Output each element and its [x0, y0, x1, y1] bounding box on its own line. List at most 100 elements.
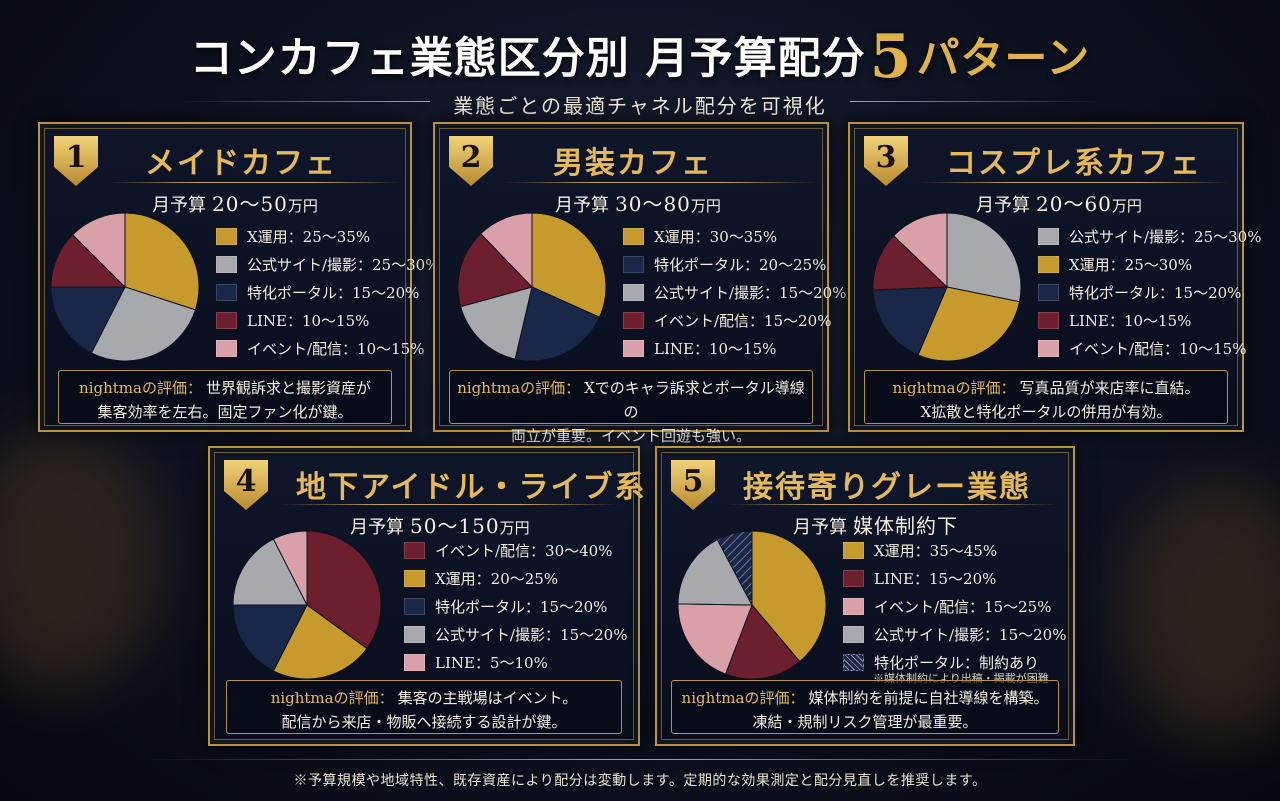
legend-item: イベント/配信：15～25% [843, 592, 1066, 620]
pie-slice [872, 286, 948, 356]
pie-chart [872, 212, 1022, 362]
legend-label: 特化ポータル：15～20% [435, 597, 608, 616]
legend-item: LINE：10～15% [216, 306, 439, 334]
title-rule [110, 182, 400, 183]
legend-swatch [843, 569, 864, 587]
evaluation-label: nightmaの評価： [270, 689, 394, 707]
pie-slice [917, 286, 1021, 362]
pie-slice [50, 286, 126, 354]
budget-value: 30～80 [615, 192, 691, 216]
legend-item: 公式サイト/撮影：15～20% [404, 620, 627, 648]
budget-label: 月予算 [555, 195, 609, 216]
evaluation-box: nightmaの評価： 集客の主戦場はイベント。 配信から来店・物販へ接続する設計… [226, 680, 622, 734]
legend-item: イベント/配信：10～15% [1038, 334, 1261, 362]
legend-swatch [1038, 255, 1059, 273]
pie-slice [71, 212, 126, 289]
legend-swatch [1038, 311, 1059, 329]
pie-slice [716, 530, 753, 606]
legend-label: 特化ポータル：15～20% [247, 283, 420, 302]
evaluation-text-line1: 世界観訴求と撮影資産が [205, 379, 371, 397]
legend-item: X運用：25～30% [1038, 250, 1261, 278]
subtitle-rule-right [850, 101, 1100, 102]
card-dansou-cafe: 2 男装カフェ 月予算 30～80万円 X運用：30～35% 特化ポータル：20～2… [433, 122, 846, 445]
legend-label: LINE：10～15% [1069, 311, 1192, 330]
title-rule [727, 504, 1057, 505]
card-title: コスプレ系カフェ [946, 146, 1202, 181]
legend-item: 特化ポータル：15～20% [404, 592, 627, 620]
legend-item: 公式サイト/撮影：15～20% [623, 278, 846, 306]
pie-chart [50, 212, 200, 362]
footer-note: ※予算規模や地域特性、既存資産により配分は変動します。定期的な効果測定と配分見直… [293, 773, 987, 789]
pie-slice [514, 286, 601, 362]
legend-item: イベント/配信：30～40% [404, 536, 627, 564]
legend-swatch [1038, 227, 1059, 245]
evaluation-text-line2: 凍結・規制リスク管理が最重要。 [752, 713, 978, 731]
legend-item: LINE：10～15% [1038, 306, 1261, 334]
budget-unit: 万円 [1111, 197, 1142, 215]
card-title: 男装カフェ [553, 146, 713, 181]
card-title: 接待寄りグレー業態 [743, 470, 1031, 505]
budget-line: 月予算 20～50万円 [152, 188, 318, 217]
page-title-number: 5 [869, 22, 913, 92]
legend-label: 特化ポータル：制約あり [874, 653, 1040, 672]
legend-swatch [623, 311, 644, 329]
card-number-badge: 1 [54, 136, 98, 186]
pie-slice [531, 212, 607, 318]
pie-slice [677, 538, 753, 606]
legend-item: X運用：20～25% [404, 564, 627, 592]
legend-label: LINE：10～15% [654, 339, 777, 358]
legend-item: イベント/配信：10～15% [216, 334, 439, 362]
legend-label: X運用：30～35% [654, 227, 778, 246]
evaluation-box: nightmaの評価： Xでのキャラ訴求とポータル導線の 両立が重要。イベント回遊… [449, 370, 813, 445]
card-cosplay-cafe: 3 コスプレ系カフェ 月予算 20～60万円 公式サイト/撮影：25～30% X運用… [848, 122, 1261, 432]
page-title-main: コンカフェ業態区分別 月予算配分 [189, 34, 866, 84]
legend-label: イベント/配信：10～15% [1069, 339, 1247, 358]
pie-slice [90, 286, 197, 362]
legend-item: 特化ポータル：15～20% [1038, 278, 1261, 306]
pie-slice [232, 538, 308, 606]
legend-swatch [216, 227, 237, 245]
legend-item: LINE：10～15% [623, 334, 846, 362]
evaluation-label: nightmaの評価： [681, 689, 805, 707]
legend-swatch [843, 653, 864, 671]
legend-item: 公式サイト/撮影：15～20% [843, 620, 1066, 648]
evaluation-label: nightmaの評価： [892, 379, 1016, 397]
evaluation-text-line2: 集客効率を左右。固定ファン化が鍵。 [97, 403, 353, 421]
budget-label: 月予算 [793, 517, 847, 538]
pie-slice [946, 212, 1022, 303]
budget-line: 月予算 50～150万円 [350, 510, 530, 539]
pie-slice [460, 286, 533, 360]
budget-line: 月予算 20～60万円 [976, 188, 1142, 217]
pie-chart [457, 212, 607, 362]
legend-label: イベント/配信：15～25% [874, 597, 1052, 616]
evaluation-text-line1: 集客の主戦場はイベント。 [397, 689, 578, 707]
budget-value: 50～150 [410, 514, 500, 538]
legend-item: X運用：25～35% [216, 222, 439, 250]
pie-slice [677, 603, 753, 675]
pie-slice [724, 604, 801, 680]
card-underground-idol: 4 地下アイドル・ライブ系 月予算 50～150万円 イベント/配信：30～40%… [208, 446, 645, 746]
card-number-badge: 3 [864, 136, 908, 186]
legend-label: イベント/配信：10～15% [247, 339, 425, 358]
legend-item: イベント/配信：15～20% [623, 306, 846, 334]
pie-slice [892, 212, 948, 289]
pie-legend: 公式サイト/撮影：25～30% X運用：25～30% 特化ポータル：15～20% LI… [1038, 222, 1261, 362]
evaluation-box: nightmaの評価： 写真品質が来店率に直結。 X拡散と特化ポータルの併用が有効… [864, 370, 1228, 424]
legend-swatch [843, 597, 864, 615]
budget-unit: 万円 [690, 197, 721, 215]
pie-chart [232, 530, 382, 680]
legend-label: 公式サイト/撮影：15～20% [654, 283, 847, 302]
subtitle-rule-left [180, 101, 430, 102]
legend-swatch [623, 227, 644, 245]
background-glow-right [1120, 480, 1280, 740]
card-number-badge: 4 [224, 460, 268, 510]
page-title-suffix: パターン [916, 34, 1091, 84]
budget-value: 20～50 [212, 192, 288, 216]
legend-label: LINE：15～20% [874, 569, 997, 588]
evaluation-label: nightmaの評価： [79, 379, 202, 397]
budget-unit: 万円 [287, 197, 318, 215]
legend-label: 特化ポータル：15～20% [1069, 283, 1242, 302]
evaluation-text-line1: Xでのキャラ訴求とポータル導線の [584, 379, 805, 421]
budget-line: 月予算 媒体制約下 [793, 510, 958, 539]
pie-slice [232, 604, 308, 672]
